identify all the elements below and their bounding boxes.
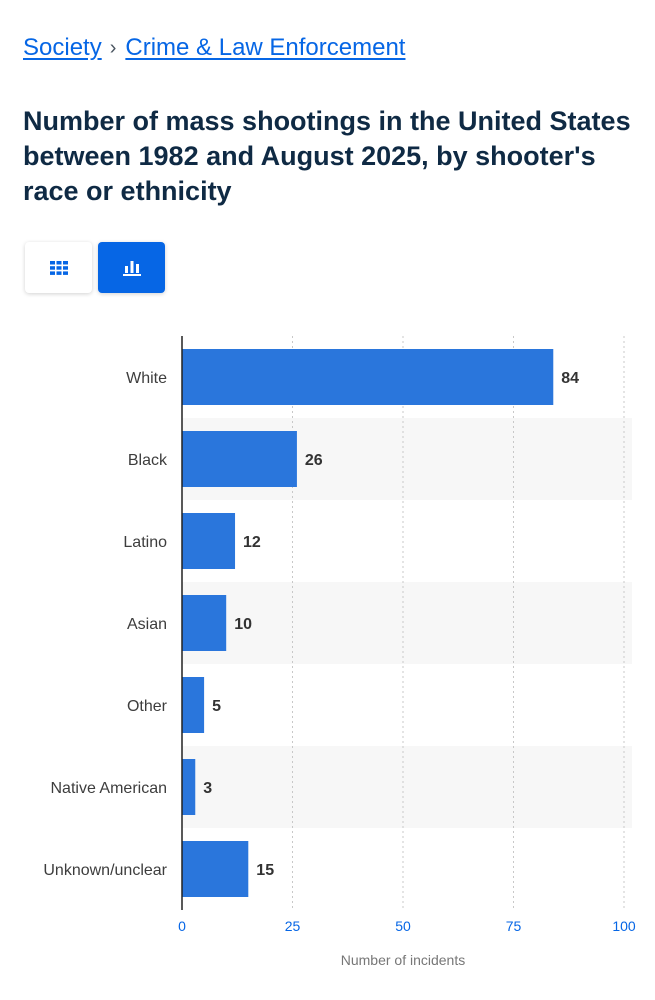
x-tick-label: 0 <box>178 918 186 934</box>
category-label: Other <box>127 698 168 715</box>
bar-chart-icon <box>122 260 141 276</box>
category-label: Latino <box>123 534 167 551</box>
bar[interactable] <box>182 513 236 569</box>
x-tick-label: 50 <box>395 918 411 934</box>
category-label: Unknown/unclear <box>43 862 167 879</box>
data-label: 15 <box>256 862 274 879</box>
breadcrumb: Society › Crime & Law Enforcement <box>23 34 405 62</box>
breadcrumb-link-society[interactable]: Society <box>23 34 102 61</box>
category-label: Native American <box>51 780 168 797</box>
bar[interactable] <box>182 431 297 487</box>
bar-chart: White Black Latino Asian Other Native America… <box>43 336 636 968</box>
data-label: 3 <box>203 780 212 797</box>
category-label: Asian <box>127 616 167 633</box>
data-label: 10 <box>234 616 252 633</box>
bar[interactable] <box>182 759 196 815</box>
bar[interactable] <box>182 841 249 897</box>
table-view-button[interactable] <box>25 242 92 293</box>
chart-view-button[interactable] <box>98 242 165 293</box>
bar[interactable] <box>182 349 554 405</box>
grid-icon <box>49 260 68 275</box>
data-label: 5 <box>212 698 221 715</box>
row-band <box>182 582 632 664</box>
bar[interactable] <box>182 677 205 733</box>
category-label: Black <box>128 452 168 469</box>
breadcrumb-separator: › <box>109 36 117 59</box>
view-toggle <box>25 242 165 293</box>
data-label: 12 <box>243 534 261 551</box>
data-label: 84 <box>561 370 579 387</box>
bar[interactable] <box>182 595 227 651</box>
category-label: White <box>126 370 167 387</box>
x-tick-label: 100 <box>612 918 636 934</box>
x-axis-title: Number of incidents <box>341 952 466 968</box>
breadcrumb-link-crime-law-enforcement[interactable]: Crime & Law Enforcement <box>125 34 406 61</box>
data-label: 26 <box>305 452 323 469</box>
row-band <box>182 746 632 828</box>
x-tick-label: 75 <box>506 918 522 934</box>
x-tick-label: 25 <box>285 918 301 934</box>
page-title: Number of mass shootings in the United S… <box>23 106 631 206</box>
